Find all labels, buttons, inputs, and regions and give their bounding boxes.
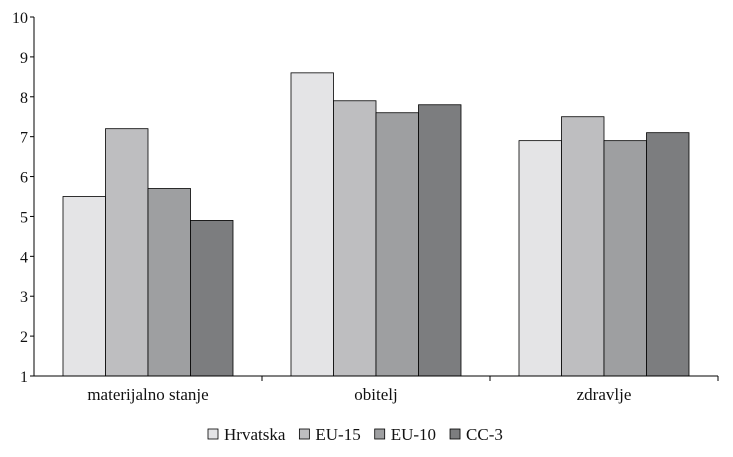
y-tick-label: 3: [20, 289, 28, 306]
bar: [561, 116, 605, 377]
bar: [62, 196, 106, 377]
bars-group: [62, 72, 690, 377]
bar: [603, 140, 647, 377]
bar: [518, 140, 562, 377]
y-tick-label: 9: [20, 50, 28, 67]
bar: [418, 104, 462, 377]
legend-label: Hrvatska: [224, 425, 286, 444]
bar: [333, 100, 377, 377]
x-ticks-group: materijalno stanje obitelj zdravlje: [87, 376, 719, 404]
legend-swatch: [207, 428, 219, 440]
y-tick-label: 6: [20, 170, 28, 187]
y-ticks-group: 1 2 3 4 5 6 7 8 9 10: [12, 10, 34, 386]
legend-swatch: [374, 428, 386, 440]
bar: [105, 128, 149, 377]
y-tick-label: 4: [20, 249, 28, 266]
y-tick-label: 2: [20, 329, 28, 346]
bar: [190, 220, 234, 377]
y-tick-label: 1: [20, 369, 28, 386]
bar: [646, 132, 690, 377]
bar: [290, 72, 334, 377]
x-category-label: obitelj: [354, 385, 397, 404]
bar: [147, 188, 191, 377]
legend-label: EU-15: [315, 425, 360, 444]
y-tick-label: 8: [20, 90, 28, 107]
legend-label: CC-3: [466, 425, 503, 444]
legend: Hrvatska EU-15 EU-10 CC-3: [207, 425, 503, 444]
x-category-label: zdravlje: [577, 385, 632, 404]
legend-swatch: [298, 428, 310, 440]
x-category-label: materijalno stanje: [87, 385, 208, 404]
y-tick-label: 7: [20, 130, 28, 147]
y-tick-label: 5: [20, 209, 28, 226]
legend-swatch: [449, 428, 461, 440]
legend-label: EU-10: [391, 425, 436, 444]
y-tick-label: 10: [12, 10, 28, 27]
bar: [375, 112, 419, 377]
